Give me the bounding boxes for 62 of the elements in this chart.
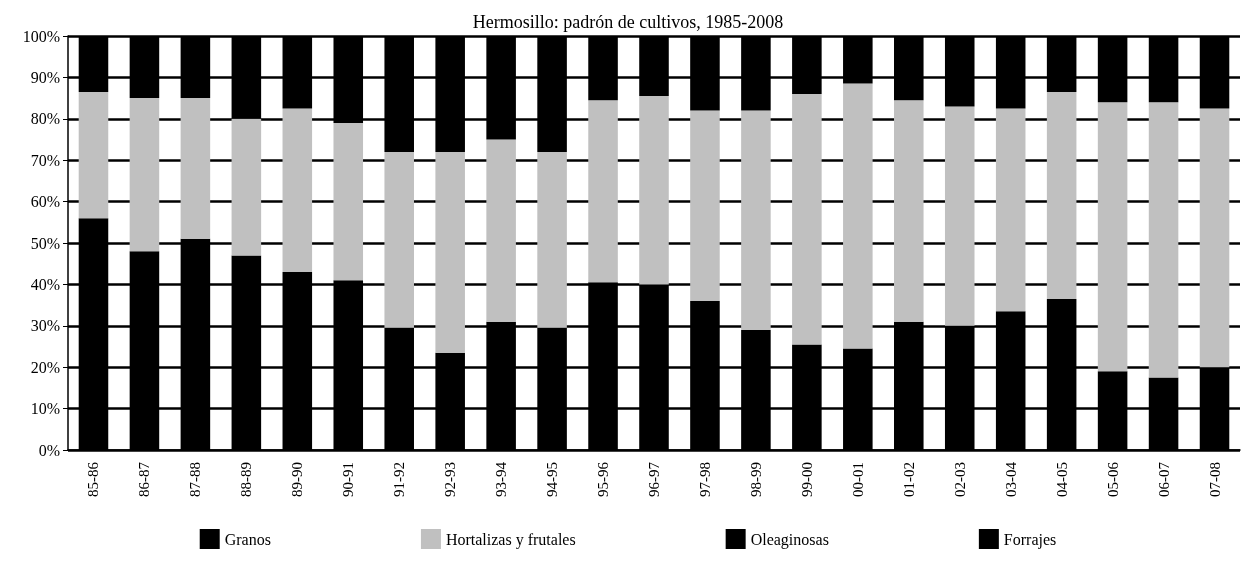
- bar: [944, 106, 975, 326]
- bar: [78, 91, 109, 219]
- bar: [231, 118, 262, 256]
- x-tick-label: 03-04: [1002, 461, 1019, 497]
- bar: [843, 83, 873, 349]
- x-tick-label: 99-00: [798, 462, 815, 497]
- x-tick-label: 88-89: [238, 462, 255, 497]
- legend-label: Oleaginosas: [750, 530, 829, 549]
- bar: [435, 151, 465, 353]
- bar: [180, 98, 211, 239]
- y-tick-label: 30%: [30, 317, 60, 335]
- x-tick-label: 93-94: [493, 461, 510, 497]
- x-tick-label: 07-08: [1206, 462, 1223, 497]
- bar: [1199, 108, 1230, 368]
- bar: [741, 110, 771, 330]
- legend-label: Granos: [224, 530, 271, 548]
- y-tick-label: 20%: [30, 358, 60, 376]
- y-tick-label: 90%: [30, 68, 60, 86]
- x-tick-label: 95-96: [595, 461, 612, 497]
- bar: [384, 151, 414, 328]
- y-tick-label: 60%: [30, 193, 60, 211]
- y-tick-label: 70%: [30, 151, 60, 169]
- y-tick-label: 100%: [22, 27, 60, 45]
- bar: [792, 93, 822, 345]
- x-tick-label: 04-05: [1053, 462, 1070, 497]
- bar: [995, 108, 1026, 312]
- legend-label: Hortalizas y frutales: [445, 530, 576, 549]
- y-tick-label: 40%: [30, 275, 60, 293]
- x-tick-label: 98-99: [747, 462, 764, 497]
- bar: [894, 100, 924, 322]
- x-tick-label: 87-88: [187, 462, 204, 497]
- y-tick-label: 80%: [30, 110, 60, 128]
- x-tick-label: 05-06: [1104, 461, 1121, 497]
- x-tick-label: 94-95: [544, 462, 561, 497]
- bar: [537, 151, 567, 328]
- bar: [690, 110, 720, 301]
- y-tick-label: 0%: [38, 441, 60, 459]
- bar: [1148, 102, 1179, 378]
- bar: [639, 96, 669, 285]
- x-tick-label: 02-03: [951, 462, 968, 497]
- x-tick-label: 91-92: [391, 462, 408, 497]
- bar: [282, 108, 313, 272]
- chart-title: Hermosillo: padrón de cultivos, 1985-2008: [472, 12, 784, 32]
- x-tick-label: 90-91: [340, 462, 357, 497]
- x-tick-label: 92-93: [442, 462, 459, 497]
- bar: [129, 98, 160, 252]
- x-tick-label: 06-07: [1155, 461, 1172, 497]
- y-tick-label: 10%: [30, 400, 60, 418]
- x-tick-label: 96-97: [646, 461, 662, 497]
- bar: [588, 100, 618, 283]
- bar: [333, 122, 364, 281]
- x-tick-label: 85-86: [85, 461, 102, 497]
- y-tick-label: 50%: [30, 234, 60, 252]
- x-tick-label: 00-01: [849, 462, 866, 497]
- legend-label: Forrajes: [1003, 530, 1057, 549]
- bar: [1097, 102, 1128, 372]
- x-tick-label: 97-98: [696, 462, 713, 497]
- x-tick-label: 89-90: [289, 462, 306, 497]
- x-tick-label: 01-02: [900, 462, 917, 497]
- x-tick-label: 86-87: [136, 461, 153, 497]
- bar: [486, 139, 516, 322]
- bar: [1046, 91, 1077, 299]
